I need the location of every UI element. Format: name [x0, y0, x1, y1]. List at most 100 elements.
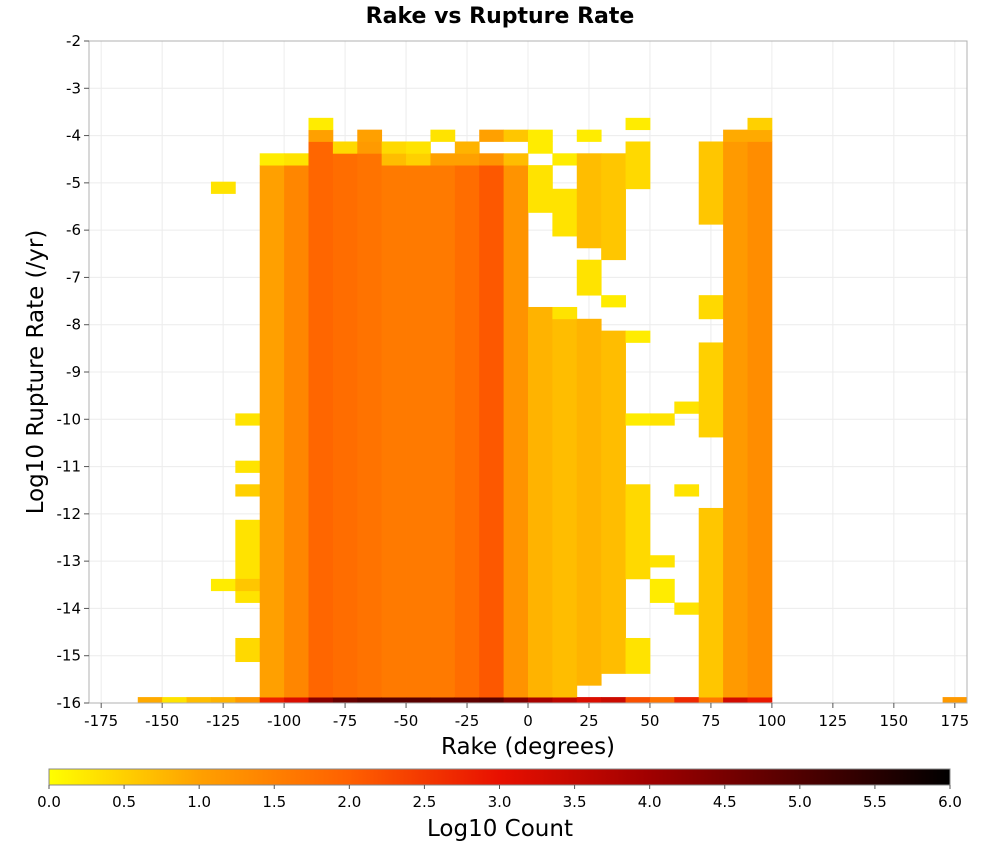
heatmap-cell — [649, 413, 675, 426]
heatmap-cell — [381, 153, 407, 166]
y-tick-label: -15 — [57, 647, 82, 665]
heatmap-cell — [625, 413, 651, 426]
heatmap-cell — [576, 259, 602, 296]
heatmap-cell — [552, 188, 578, 237]
heatmap-cell — [430, 165, 456, 698]
colorbar-tick-label: 1.5 — [262, 793, 286, 811]
heatmap-cell — [674, 602, 700, 615]
heatmap-cell — [503, 153, 529, 166]
heatmap-cell — [503, 129, 529, 142]
heatmap-cell — [332, 697, 358, 704]
heatmap-cell — [479, 165, 505, 698]
heatmap-cell — [625, 484, 651, 580]
heatmap-cell — [162, 697, 187, 704]
y-tick-label: -7 — [66, 268, 81, 286]
heatmap-cell — [552, 697, 578, 704]
heatmap-cell — [528, 129, 553, 142]
x-tick-label: 150 — [880, 712, 909, 730]
colorbar-tick-label: 0.0 — [37, 793, 61, 811]
colorbar-tick-label: 5.5 — [863, 793, 887, 811]
heatmap-cell — [625, 117, 651, 131]
x-tick-label: -100 — [267, 712, 301, 730]
heatmap-cell — [649, 555, 675, 568]
x-tick-label: -175 — [84, 712, 118, 730]
heatmap-cell — [747, 141, 773, 698]
heatmap-cell — [454, 153, 480, 166]
x-tick-label: 125 — [819, 712, 848, 730]
heatmap-cell — [528, 165, 553, 213]
colorbar — [48, 768, 951, 786]
heatmap-cell — [723, 129, 748, 142]
x-axis-ticks: -175 -150 -125 -100 -75 -50 -25 0 25 50 75 100 125 15… — [84, 703, 969, 730]
heatmap-cell — [454, 697, 480, 704]
colorbar-tick-label: 2.5 — [412, 793, 436, 811]
x-axis-label: Rake (degrees) — [441, 734, 615, 760]
y-tick-label: -3 — [66, 79, 81, 97]
heatmap-cell — [674, 697, 700, 704]
heatmap-cell — [284, 165, 309, 698]
heatmap-cell — [576, 318, 602, 686]
heatmap-cell — [235, 484, 261, 497]
heatmap-cell — [357, 129, 383, 142]
heatmap-cell — [357, 141, 383, 154]
y-tick-label: -6 — [66, 221, 81, 239]
colorbar-tick-label: 0.5 — [112, 793, 136, 811]
colorbar-tick-label: 6.0 — [938, 793, 962, 811]
heatmap-cell — [747, 697, 773, 704]
x-tick-label: 50 — [640, 712, 659, 730]
colorbar-tick-label: 2.0 — [337, 793, 361, 811]
x-tick-label: -25 — [455, 712, 480, 730]
heatmap-cell — [625, 697, 651, 704]
heatmap-cell — [235, 578, 261, 592]
colorbar-tick-label: 5.0 — [788, 793, 812, 811]
heatmap-cell — [625, 330, 651, 343]
heatmap-cell — [308, 117, 334, 131]
heatmap-cell — [210, 697, 236, 704]
heatmap-cell — [406, 153, 431, 166]
heatmap-cell — [601, 330, 626, 674]
heatmap-cell — [210, 181, 236, 194]
y-tick-label: -12 — [57, 505, 82, 523]
y-tick-label: -9 — [66, 363, 81, 381]
heatmap-cell — [406, 165, 431, 698]
heatmap-cell — [649, 578, 675, 603]
heatmap-cell — [576, 129, 602, 142]
heatmap-cell — [479, 697, 505, 704]
heatmap-cell — [698, 141, 724, 225]
heatmap-cell — [259, 153, 285, 166]
colorbar-tick-label: 3.0 — [488, 793, 512, 811]
x-tick-label: 100 — [758, 712, 787, 730]
x-tick-label: -150 — [145, 712, 179, 730]
x-tick-label: 25 — [579, 712, 598, 730]
heatmap-cell — [601, 295, 626, 308]
heatmap-cell — [674, 401, 700, 414]
heatmap-cell — [357, 153, 383, 698]
heatmap-cell — [235, 413, 261, 426]
colorbar-ticks: 0.0 0.5 1.0 1.5 2.0 2.5 3.0 3.5 4.0 4.5 5.0 5.5 6.0 — [37, 785, 962, 811]
colorbar-tick-label: 4.0 — [638, 793, 662, 811]
heatmap-cell — [576, 153, 602, 249]
heatmap-cell — [528, 697, 553, 704]
y-tick-label: -8 — [66, 316, 81, 334]
heatmap-cell — [235, 460, 261, 473]
heatmap-cell — [649, 697, 675, 704]
heatmap-cell — [210, 578, 236, 592]
heatmap-cell — [454, 141, 480, 154]
x-tick-label: 0 — [523, 712, 533, 730]
heatmap-cell — [503, 697, 529, 704]
heatmap-cell — [454, 165, 480, 698]
heatmap-cell — [552, 318, 578, 698]
heatmap-cell — [381, 697, 407, 704]
heatmap-cell — [259, 165, 285, 698]
heatmap-cell — [137, 697, 163, 704]
heatmap-cell — [503, 165, 529, 698]
x-tick-label: 75 — [701, 712, 720, 730]
heatmap-cell — [381, 165, 407, 698]
y-tick-label: -14 — [57, 599, 82, 617]
heatmap-cell — [430, 697, 456, 704]
y-tick-label: -2 — [66, 32, 81, 50]
colorbar-label: Log10 Count — [427, 816, 573, 842]
heatmap-cell — [406, 141, 431, 154]
heatmap-cell — [186, 697, 212, 704]
